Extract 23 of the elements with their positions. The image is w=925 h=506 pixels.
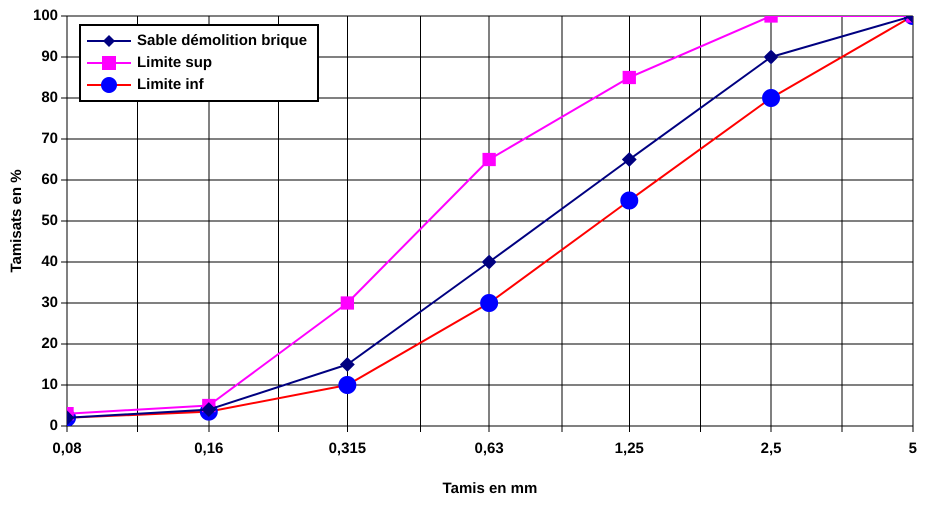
x-tick-label: 0,63 <box>474 440 504 458</box>
y-tick-label: 10 <box>41 376 58 394</box>
y-axis-title: Tamisats en % <box>8 169 26 273</box>
legend-label: Limite sup <box>137 53 212 73</box>
x-tick-label: 2,5 <box>760 440 782 458</box>
y-tick-label: 60 <box>41 171 58 188</box>
x-tick-label: 0,315 <box>328 440 366 458</box>
y-tick-label: 40 <box>41 253 58 270</box>
y-tick-label: 80 <box>41 89 58 106</box>
y-tick-label: 20 <box>41 335 58 352</box>
y-tick-label: 30 <box>41 294 58 312</box>
x-tick-label: 0,16 <box>194 440 224 458</box>
x-tick-label: 0,08 <box>52 440 82 458</box>
x-tick-label: 1,25 <box>614 440 644 458</box>
y-tick-label: 70 <box>41 130 58 148</box>
y-tick-label: 50 <box>41 212 58 230</box>
y-tick-label: 100 <box>32 7 58 24</box>
legend-label: Limite inf <box>137 75 204 95</box>
legend-label: Sable démolition brique <box>137 31 308 51</box>
y-tick-label: 90 <box>41 48 58 66</box>
y-tick-label: 0 <box>50 417 58 434</box>
x-axis-title: Tamis en mm <box>442 480 538 498</box>
x-tick-label: 5 <box>908 440 917 458</box>
